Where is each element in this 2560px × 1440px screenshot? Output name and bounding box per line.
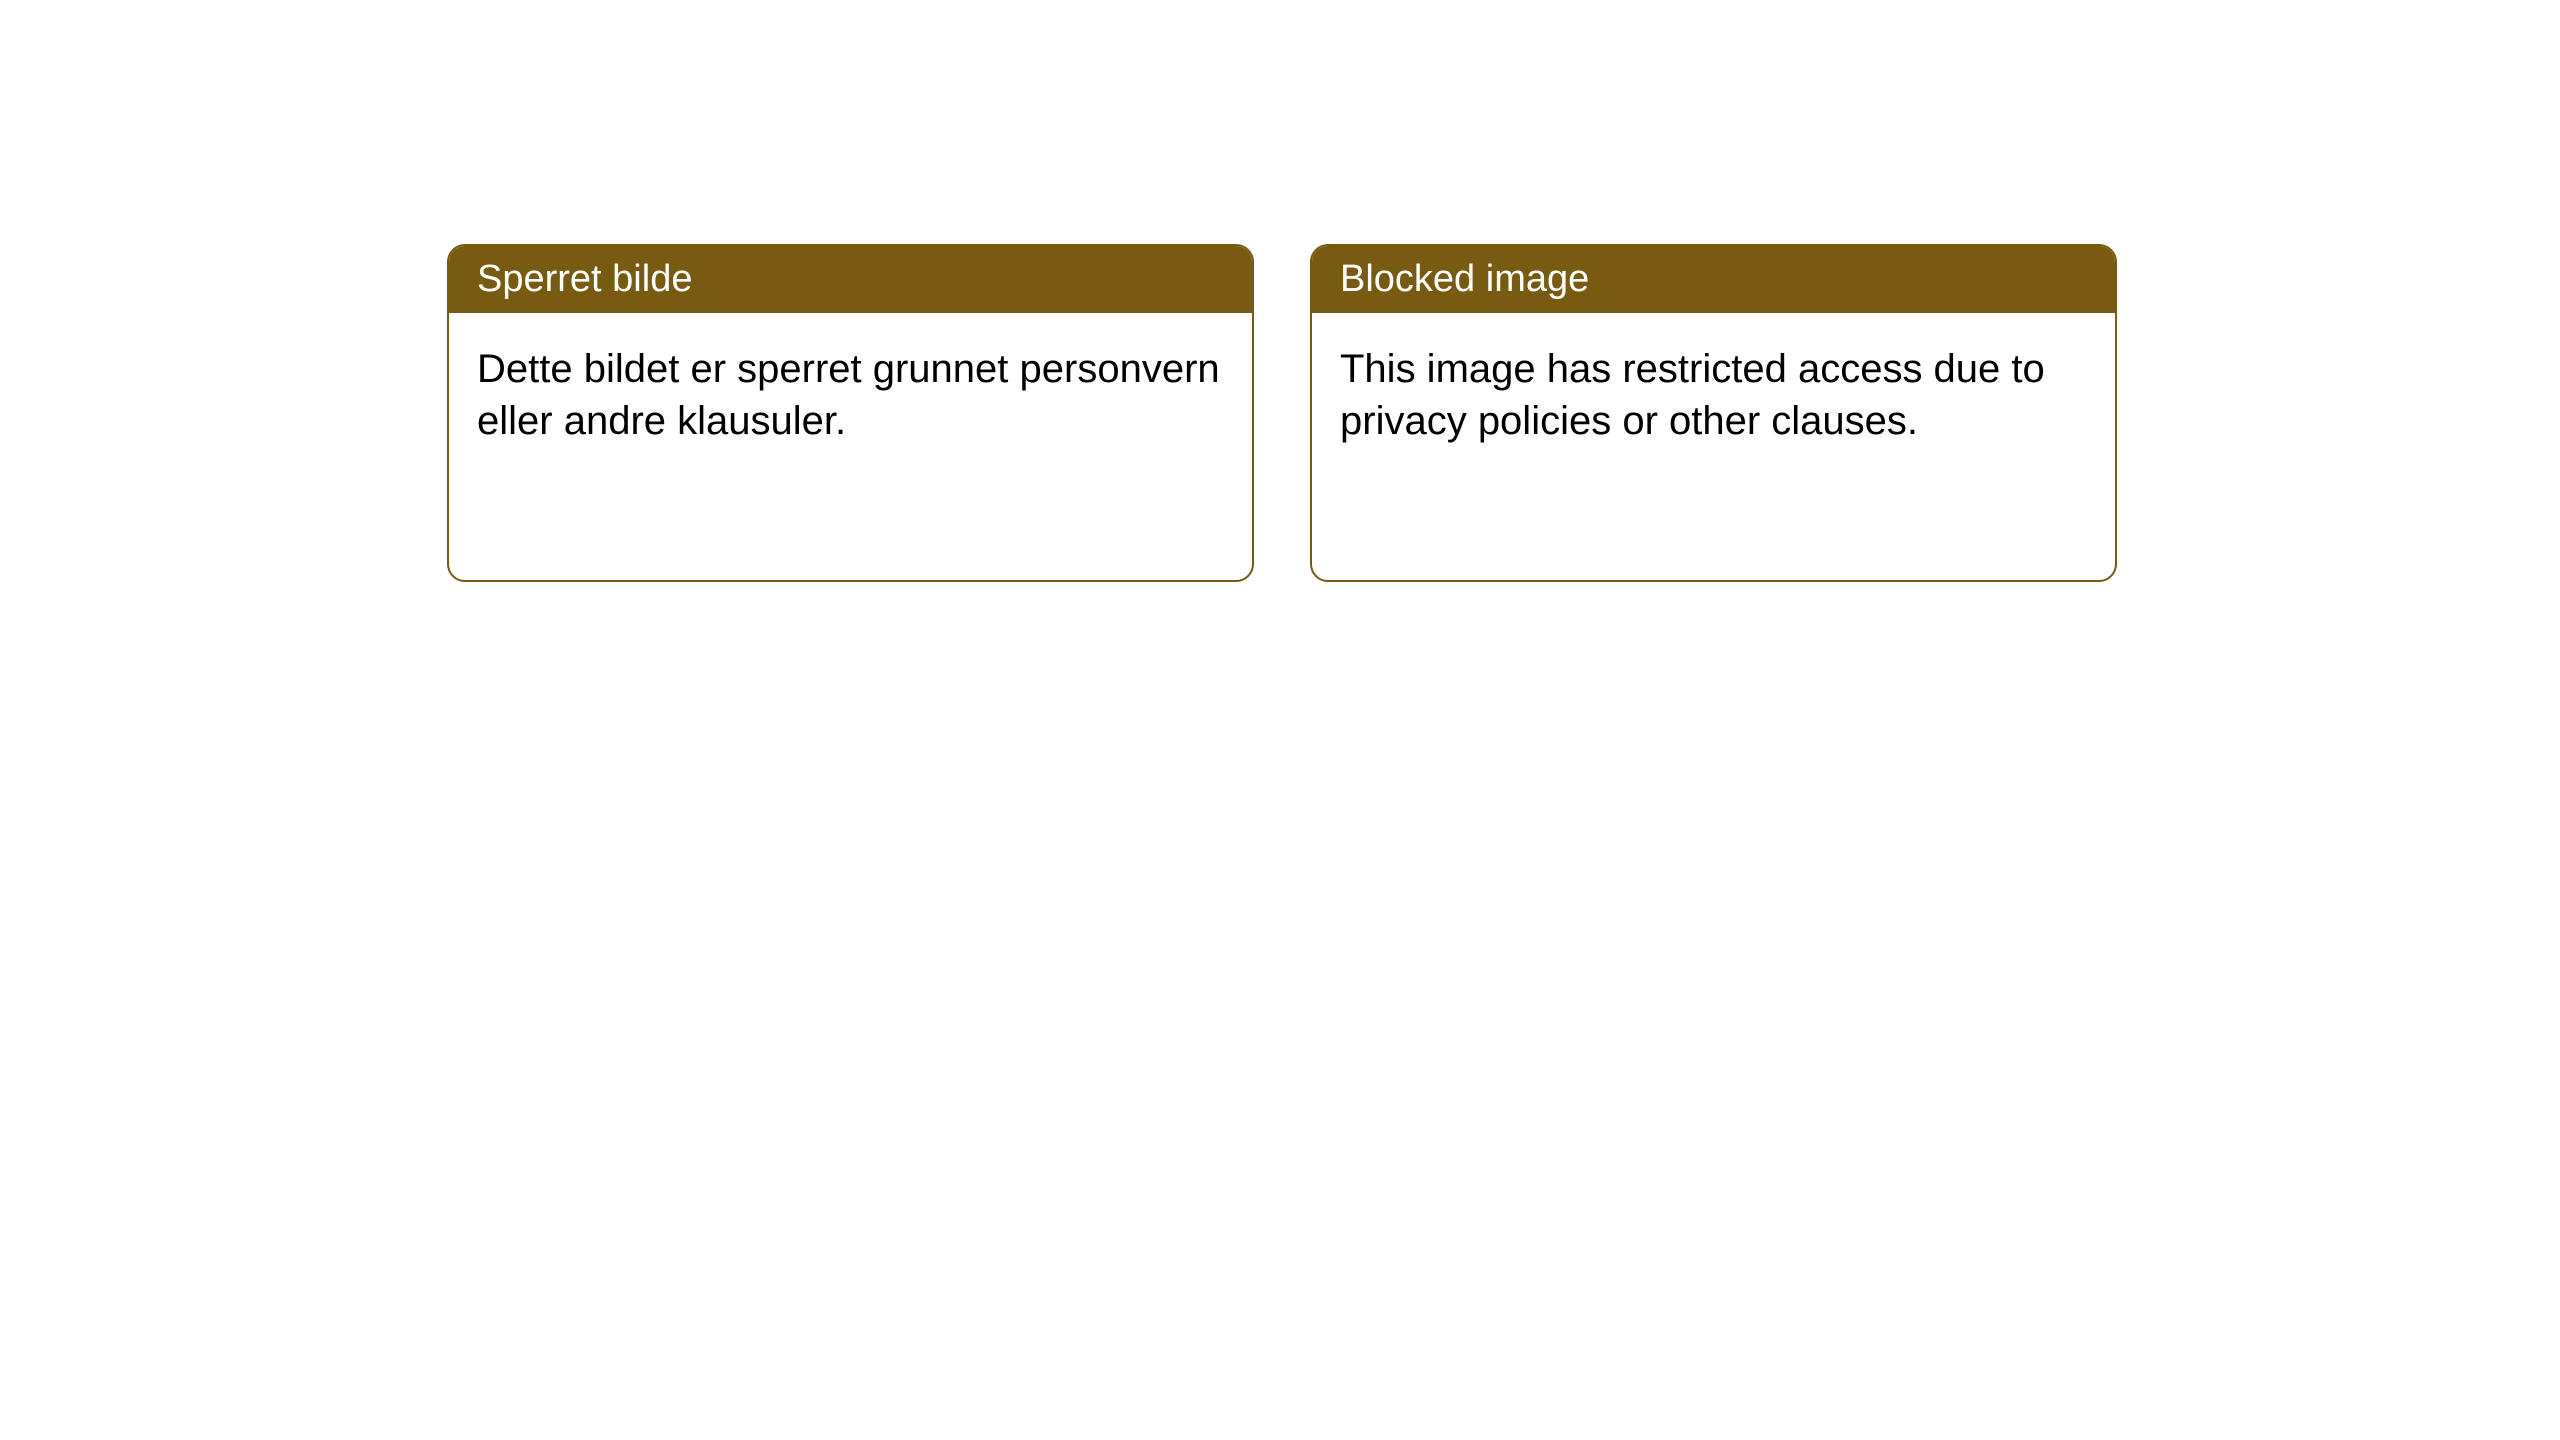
card-header: Sperret bilde bbox=[449, 246, 1252, 313]
card-body-text: This image has restricted access due to … bbox=[1340, 347, 2045, 443]
notice-card-english: Blocked image This image has restricted … bbox=[1310, 244, 2117, 582]
card-body-text: Dette bildet er sperret grunnet personve… bbox=[477, 347, 1220, 443]
notice-container: Sperret bilde Dette bildet er sperret gr… bbox=[447, 244, 2117, 582]
card-title: Sperret bilde bbox=[477, 258, 692, 300]
card-body: This image has restricted access due to … bbox=[1312, 313, 2115, 477]
card-header: Blocked image bbox=[1312, 246, 2115, 313]
card-title: Blocked image bbox=[1340, 258, 1589, 300]
notice-card-norwegian: Sperret bilde Dette bildet er sperret gr… bbox=[447, 244, 1254, 582]
card-body: Dette bildet er sperret grunnet personve… bbox=[449, 313, 1252, 477]
